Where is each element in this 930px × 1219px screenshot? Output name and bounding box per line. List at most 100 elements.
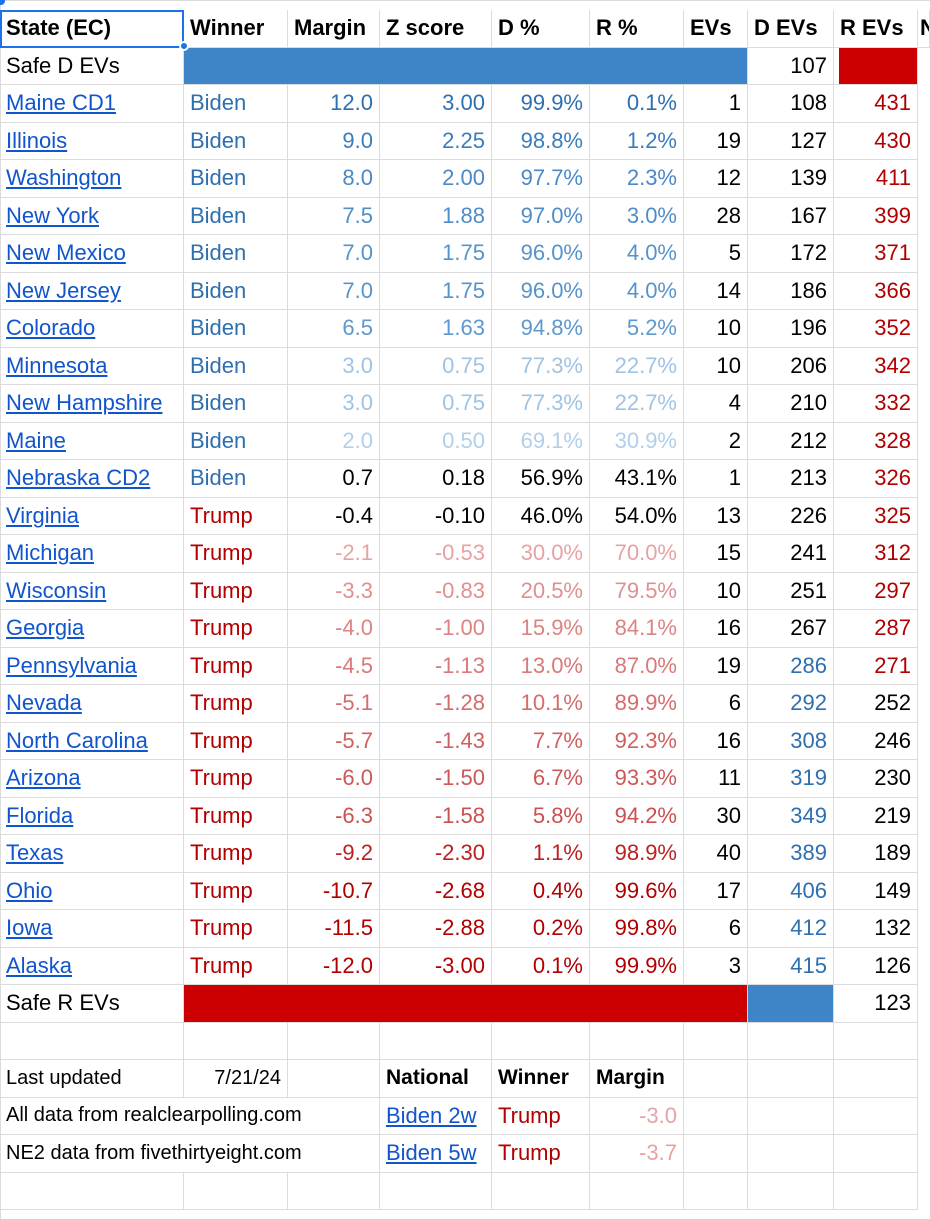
d-pct-cell[interactable]: 0.4% [492, 872, 590, 910]
d-evs-cell[interactable]: 172 [748, 235, 834, 273]
winner-cell[interactable]: Biden [184, 347, 288, 385]
margin-cell[interactable]: 7.5 [288, 197, 380, 235]
state-link[interactable]: Florida [6, 802, 74, 828]
state-cell[interactable]: Illinois [0, 122, 184, 160]
state-cell[interactable]: Iowa [0, 910, 184, 948]
r-pct-cell[interactable]: 30.9% [590, 422, 684, 460]
national-header[interactable]: National [380, 1060, 492, 1098]
state-cell[interactable]: Washington [0, 160, 184, 198]
evs-cell[interactable]: 12 [684, 160, 748, 198]
state-link[interactable]: North Carolina [6, 727, 148, 753]
header-d-evs[interactable]: D EVs [748, 10, 834, 48]
state-cell[interactable]: Nevada [0, 685, 184, 723]
r-evs-cell[interactable]: 297 [834, 572, 918, 610]
r-evs-cell[interactable]: 371 [834, 235, 918, 273]
national-margin-2[interactable]: -3.7 [590, 1135, 684, 1173]
r-pct-cell[interactable]: 43.1% [590, 460, 684, 498]
header-r-pct[interactable]: R % [590, 10, 684, 48]
d-evs-cell[interactable]: 196 [748, 310, 834, 348]
empty-cell[interactable] [684, 1172, 748, 1210]
d-pct-cell[interactable]: 96.0% [492, 272, 590, 310]
winner-cell[interactable]: Biden [184, 160, 288, 198]
national-winner-header[interactable]: Winner [492, 1060, 590, 1098]
state-link[interactable]: Ohio [6, 877, 53, 903]
r-evs-cell[interactable]: 149 [834, 872, 918, 910]
z-score-cell[interactable]: -1.00 [380, 610, 492, 648]
r-pct-cell[interactable]: 98.9% [590, 835, 684, 873]
empty-cell[interactable] [184, 1172, 288, 1210]
r-pct-cell[interactable]: 5.2% [590, 310, 684, 348]
safe-r-evs[interactable]: 123 [834, 985, 918, 1023]
state-link[interactable]: Virginia [6, 502, 79, 528]
state-link[interactable]: Minnesota [6, 352, 108, 378]
state-cell[interactable]: New Hampshire [0, 385, 184, 423]
z-score-cell[interactable]: -0.53 [380, 535, 492, 573]
evs-cell[interactable]: 3 [684, 947, 748, 985]
evs-cell[interactable]: 14 [684, 272, 748, 310]
r-evs-cell[interactable]: 271 [834, 647, 918, 685]
d-pct-cell[interactable]: 77.3% [492, 347, 590, 385]
national-winner-1[interactable]: Trump [492, 1097, 590, 1135]
state-cell[interactable]: New Mexico [0, 235, 184, 273]
d-pct-cell[interactable]: 0.1% [492, 947, 590, 985]
national-margin-1[interactable]: -3.0 [590, 1097, 684, 1135]
winner-cell[interactable]: Trump [184, 835, 288, 873]
r-evs-cell[interactable]: 219 [834, 797, 918, 835]
r-evs-cell[interactable]: 287 [834, 610, 918, 648]
state-link[interactable]: Michigan [6, 540, 95, 566]
state-cell[interactable]: Nebraska CD2 [0, 460, 184, 498]
evs-cell[interactable]: 19 [684, 647, 748, 685]
r-pct-cell[interactable]: 0.1% [590, 85, 684, 123]
header-winner[interactable]: Winner [184, 10, 288, 48]
d-pct-cell[interactable]: 99.9% [492, 85, 590, 123]
header-r-evs[interactable]: R EVs [834, 10, 918, 48]
winner-cell[interactable]: Biden [184, 272, 288, 310]
z-score-cell[interactable]: -2.88 [380, 910, 492, 948]
empty-cell[interactable] [684, 1135, 748, 1173]
evs-cell[interactable]: 16 [684, 722, 748, 760]
r-evs-cell[interactable]: 312 [834, 535, 918, 573]
source-2[interactable]: NE2 data from fivethirtyeight.com [0, 1135, 380, 1173]
header-evs[interactable]: EVs [684, 10, 748, 48]
national-link-2-text[interactable]: Biden 5w [386, 1140, 477, 1166]
state-cell[interactable]: Texas [0, 835, 184, 873]
evs-cell[interactable]: 10 [684, 347, 748, 385]
d-pct-cell[interactable]: 94.8% [492, 310, 590, 348]
national-link-1[interactable]: Biden 2w [380, 1097, 492, 1135]
margin-cell[interactable]: -11.5 [288, 910, 380, 948]
safe-r-blue-cell[interactable] [748, 985, 834, 1023]
state-cell[interactable]: Virginia [0, 497, 184, 535]
winner-cell[interactable]: Trump [184, 760, 288, 798]
evs-cell[interactable]: 30 [684, 797, 748, 835]
r-evs-cell[interactable]: 411 [834, 160, 918, 198]
d-evs-cell[interactable]: 292 [748, 685, 834, 723]
empty-cell[interactable] [748, 1097, 834, 1135]
margin-cell[interactable]: -5.1 [288, 685, 380, 723]
margin-cell[interactable]: -0.4 [288, 497, 380, 535]
r-evs-cell[interactable]: 431 [834, 85, 918, 123]
d-pct-cell[interactable]: 5.8% [492, 797, 590, 835]
d-evs-cell[interactable]: 319 [748, 760, 834, 798]
selection-fill-handle[interactable] [179, 41, 189, 51]
margin-cell[interactable]: -12.0 [288, 947, 380, 985]
d-pct-cell[interactable]: 98.8% [492, 122, 590, 160]
r-evs-cell[interactable]: 342 [834, 347, 918, 385]
empty-cell[interactable] [684, 1022, 748, 1060]
r-evs-cell[interactable]: 399 [834, 197, 918, 235]
d-evs-cell[interactable]: 286 [748, 647, 834, 685]
state-cell[interactable]: Pennsylvania [0, 647, 184, 685]
empty-cell[interactable] [492, 1022, 590, 1060]
margin-cell[interactable]: 7.0 [288, 272, 380, 310]
empty-cell[interactable] [684, 1097, 748, 1135]
safe-d-label[interactable]: Safe D EVs [0, 47, 184, 85]
r-pct-cell[interactable]: 54.0% [590, 497, 684, 535]
state-cell[interactable]: Maine CD1 [0, 85, 184, 123]
r-pct-cell[interactable]: 92.3% [590, 722, 684, 760]
evs-cell[interactable]: 6 [684, 685, 748, 723]
state-cell[interactable]: Florida [0, 797, 184, 835]
d-evs-cell[interactable]: 406 [748, 872, 834, 910]
z-score-cell[interactable]: 0.75 [380, 347, 492, 385]
national-winner-2[interactable]: Trump [492, 1135, 590, 1173]
d-evs-cell[interactable]: 139 [748, 160, 834, 198]
r-pct-cell[interactable]: 87.0% [590, 647, 684, 685]
